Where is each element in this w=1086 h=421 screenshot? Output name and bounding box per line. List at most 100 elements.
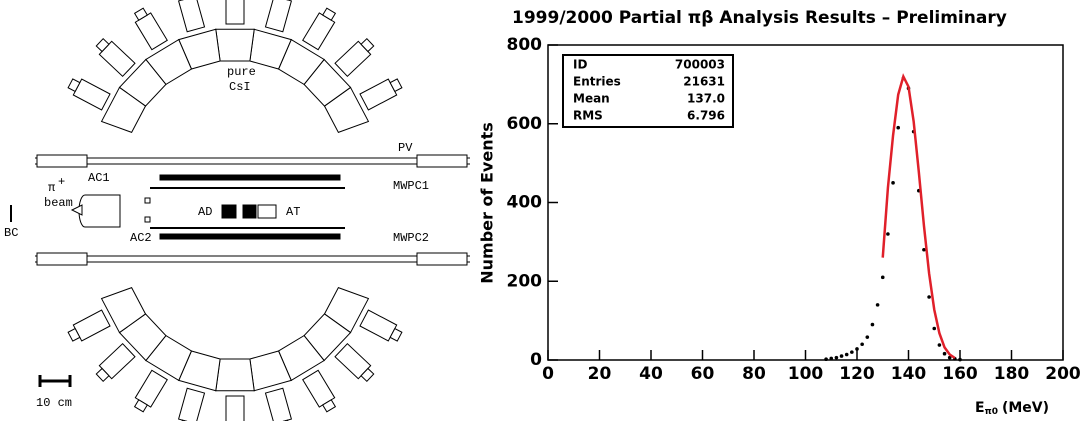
x-tick-label: 180 (994, 364, 1030, 384)
x-tick-label: 140 (891, 364, 927, 384)
stats-value: 21631 (683, 75, 725, 89)
y-tick-label: 200 (507, 271, 543, 291)
y-tick-label: 0 (530, 350, 542, 370)
stats-value: 6.796 (687, 109, 725, 123)
stats-label: Mean (573, 92, 610, 106)
y-axis-label: Number of Events (478, 122, 497, 284)
pmt-base (133, 399, 148, 413)
data-point (844, 352, 849, 357)
data-point (850, 350, 854, 354)
x-tick-label: 160 (942, 364, 978, 384)
tube (416, 154, 468, 168)
pmt-base (322, 7, 337, 21)
x-tick-label: 60 (691, 364, 715, 384)
data-point (824, 357, 828, 362)
pmt (334, 342, 375, 382)
stats-label: Entries (573, 75, 621, 89)
x-tick-label: 80 (742, 364, 766, 384)
stats-label: ID (573, 58, 587, 72)
pmt-body (225, 0, 245, 25)
stats-box (562, 54, 734, 128)
pmt (359, 78, 403, 111)
pmt-base (67, 327, 81, 342)
label: CsI (229, 80, 251, 94)
beam-counter (78, 194, 121, 228)
pmt-body (264, 0, 293, 33)
label: beam (44, 196, 73, 210)
pmt (302, 7, 337, 51)
data-point (855, 347, 859, 351)
pmt-base (360, 38, 375, 53)
csi-crystal (215, 28, 255, 62)
pmt (95, 342, 136, 382)
pmt-base (133, 7, 148, 21)
x-tick-label: 40 (639, 364, 663, 384)
data-point (839, 354, 844, 358)
data-point (829, 356, 834, 361)
pmt-base (389, 327, 403, 342)
data-point (958, 357, 962, 362)
pmt (67, 78, 111, 111)
label: AC1 (88, 171, 110, 185)
label: pure (227, 65, 256, 79)
pmt (334, 38, 375, 78)
y-tick-label: 800 (507, 35, 543, 55)
x-axis-label: Eπ0 (MeV) (975, 400, 1049, 417)
stats-label: RMS (573, 109, 603, 123)
pmt-base (322, 399, 337, 413)
chart: 1999/2000 Partial πβ Analysis Results – … (478, 8, 1081, 417)
tube (36, 154, 88, 168)
ad (221, 204, 237, 219)
label: MWPC2 (393, 231, 429, 245)
pmt-base (95, 38, 110, 53)
x-label-sub: π0 (985, 407, 998, 417)
data-point (880, 275, 885, 280)
y-tick-label: 600 (507, 114, 543, 134)
x-tick-label: 20 (588, 364, 612, 384)
csi-crystal (100, 287, 147, 334)
mwpc1 (159, 174, 341, 181)
label: AC2 (130, 231, 152, 245)
data-point (942, 351, 947, 356)
pmt-body (264, 387, 293, 421)
stats-value: 137.0 (687, 92, 725, 106)
data-point (860, 342, 864, 347)
label: PV (398, 141, 413, 155)
pmt (177, 387, 206, 421)
fit-curve (881, 73, 956, 360)
data-point (886, 232, 890, 236)
csi-crystal (100, 86, 147, 133)
pmt (225, 395, 245, 421)
x-label-main: E (975, 400, 985, 416)
data-point (865, 335, 870, 339)
pmt-body (177, 387, 206, 421)
pmt (264, 0, 293, 33)
csi-crystal (215, 358, 255, 392)
pmt-body (225, 395, 245, 421)
data-point (875, 303, 880, 307)
pmt (177, 0, 206, 33)
pmt-base (67, 78, 81, 93)
pmt (359, 309, 403, 342)
label: BC (4, 226, 18, 240)
pmt (67, 309, 111, 342)
beam-arrow (70, 204, 83, 216)
data-point (834, 355, 839, 360)
pmt-base (389, 78, 403, 93)
x-tick-label: 0 (542, 364, 554, 384)
pmt-base (95, 367, 110, 382)
label: AT (286, 205, 300, 219)
data-point (896, 125, 900, 130)
x-tick-label: 120 (839, 364, 875, 384)
mwpc2 (159, 233, 341, 240)
label: π (48, 181, 55, 195)
data-point (932, 326, 937, 331)
data-point (937, 343, 942, 347)
x-label-unit: (MeV) (1002, 400, 1049, 416)
data-point (927, 295, 931, 299)
pmt (95, 38, 136, 78)
stats-value: 700003 (675, 58, 725, 72)
ac (144, 197, 151, 204)
label: AD (198, 205, 212, 219)
